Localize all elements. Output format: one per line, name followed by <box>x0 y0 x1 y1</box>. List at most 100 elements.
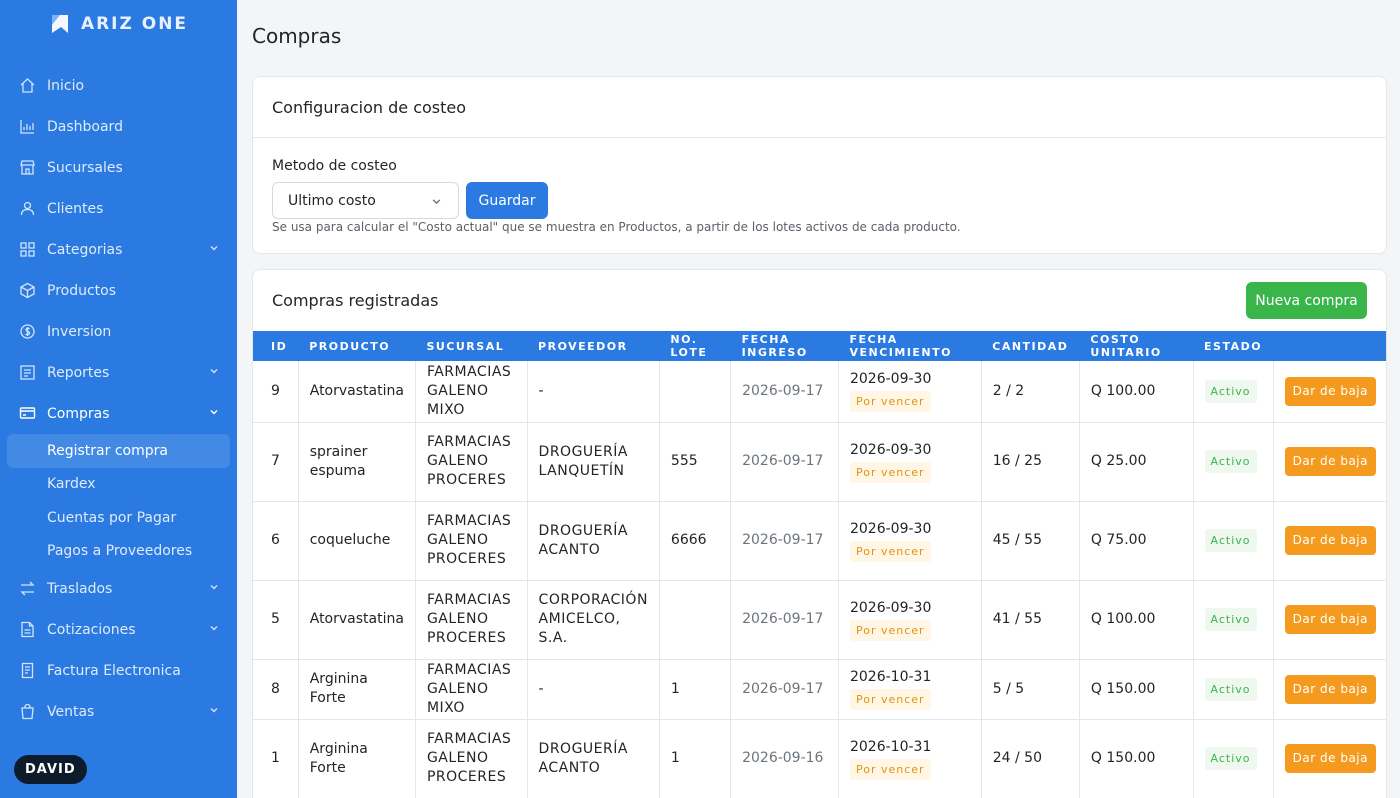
chevron-down-icon <box>210 708 218 713</box>
cell-cantidad: 41 / 55 <box>981 580 1080 660</box>
column-header[interactable]: PRODUCTO <box>298 331 416 361</box>
column-header[interactable]: ESTADO <box>1193 331 1274 361</box>
dar-de-baja-button[interactable]: Dar de baja <box>1284 674 1376 704</box>
submenu-registrar-compra[interactable]: Registrar compra <box>7 434 230 468</box>
column-header[interactable]: NO. LOTE <box>659 331 731 361</box>
cell-accion: Dar de baja <box>1273 501 1386 581</box>
sidebar-item-label: Cotizaciones <box>47 621 136 638</box>
dar-de-baja-button[interactable]: Dar de baja <box>1284 526 1376 555</box>
cell-fecha-vencimiento: 2026-09-30 Por vencer <box>838 361 982 423</box>
expiry-date: 2026-10-31 <box>849 738 932 755</box>
cell-accion: Dar de baja <box>1273 659 1386 720</box>
sidebar-item-label: Sucursales <box>47 159 123 176</box>
chevron-down-icon <box>210 585 218 590</box>
save-button[interactable]: Guardar <box>466 182 548 219</box>
table-row: 5 Atorvastatina FARMACIAS GALENO PROCERES C… <box>253 580 1386 660</box>
cell-costo-unitario: Q 150.00 <box>1079 659 1194 720</box>
cell-lote <box>659 580 732 660</box>
sidebar-item-label: Clientes <box>47 200 104 217</box>
page-title: Compras <box>252 24 342 48</box>
cell-id: 5 <box>253 580 299 660</box>
brand-logo-icon <box>51 15 68 33</box>
costing-help-text: Se usa para calcular el "Costo actual" q… <box>272 220 961 234</box>
sidebar-item-label: Traslados <box>47 580 113 597</box>
purchases-card: Compras registradas Nueva compra ID PROD… <box>252 269 1387 798</box>
cell-id: 8 <box>253 659 299 720</box>
costing-method-label: Metodo de costeo <box>272 158 397 174</box>
status-badge: Activo <box>1204 677 1257 701</box>
purchases-table: ID PRODUCTO SUCURSAL PROVEEDOR NO. LOTE … <box>253 331 1386 798</box>
home-icon <box>18 77 36 95</box>
costing-method-select[interactable]: Ultimo costo <box>272 182 459 219</box>
dar-de-baja-button[interactable]: Dar de baja <box>1284 605 1376 634</box>
dar-de-baja-button[interactable]: Dar de baja <box>1284 376 1376 406</box>
column-header[interactable]: FECHA VENCIMIENTO <box>838 331 982 361</box>
column-header[interactable]: FECHA INGRESO <box>730 331 839 361</box>
cell-fecha-ingreso: 2026-09-16 <box>730 719 839 798</box>
cell-fecha-ingreso: 2026-09-17 <box>730 659 839 720</box>
sidebar-item-cotizaciones[interactable]: Cotizaciones <box>0 609 237 650</box>
cell-proveedor: CORPORACIÓN AMICELCO, S.A. <box>527 580 660 660</box>
dar-de-baja-button[interactable]: Dar de baja <box>1284 744 1376 773</box>
sidebar-item-inicio[interactable]: Inicio <box>0 65 237 106</box>
cell-sucursal: FARMACIAS GALENO PROCERES <box>415 719 528 798</box>
sidebar-item-label: Inversion <box>47 323 112 340</box>
box-icon <box>18 282 36 300</box>
submenu-kardex[interactable]: Kardex <box>47 476 96 493</box>
expiry-date: 2026-09-30 <box>849 599 932 616</box>
chevron-down-icon <box>210 410 218 415</box>
cell-costo-unitario: Q 25.00 <box>1079 422 1194 502</box>
cell-id: 6 <box>253 501 299 581</box>
cell-estado: Activo <box>1193 422 1274 502</box>
submenu-pagos-proveedores[interactable]: Pagos a Proveedores <box>47 543 193 560</box>
sidebar-item-inversion[interactable]: Inversion <box>0 311 237 352</box>
store-icon <box>18 159 36 177</box>
brand-name: ARIZ ONE <box>80 14 189 34</box>
submenu-cuentas-por-pagar[interactable]: Cuentas por Pagar <box>47 509 177 526</box>
compras-submenu: Registrar compra Kardex Cuentas por Paga… <box>0 434 237 568</box>
sidebar-item-categorias[interactable]: Categorias <box>0 229 237 270</box>
sidebar-item-productos[interactable]: Productos <box>0 270 237 311</box>
new-purchase-button[interactable]: Nueva compra <box>1246 282 1367 319</box>
sidebar-item-dashboard[interactable]: Dashboard <box>0 106 237 147</box>
cell-fecha-ingreso: 2026-09-17 <box>730 501 839 581</box>
sidebar-item-sucursales[interactable]: Sucursales <box>0 147 237 188</box>
table-row: 1 Arginina Forte FARMACIAS GALENO PROCERES… <box>253 719 1386 798</box>
status-badge: Activo <box>1204 608 1257 631</box>
cart-icon <box>18 405 36 423</box>
status-badge: Activo <box>1204 450 1257 473</box>
bag-icon <box>18 703 36 721</box>
sidebar-item-compras[interactable]: Compras <box>0 393 237 434</box>
column-header[interactable]: COSTO UNITARIO <box>1079 331 1194 361</box>
chevron-down-icon <box>210 369 218 374</box>
invoice-icon <box>18 662 36 680</box>
column-header[interactable]: CANTIDAD <box>981 331 1080 361</box>
user-badge[interactable]: DAVID <box>14 755 87 784</box>
cell-estado: Activo <box>1193 361 1274 423</box>
expiry-status-badge: Por vencer <box>849 758 931 780</box>
column-header[interactable]: SUCURSAL <box>415 331 528 361</box>
cell-lote: 6666 <box>659 501 732 581</box>
sidebar-item-factura-electronica[interactable]: Factura Electronica <box>0 650 237 691</box>
status-badge: Activo <box>1204 379 1257 403</box>
cell-lote: 1 <box>659 719 732 798</box>
sidebar-item-reportes[interactable]: Reportes <box>0 352 237 393</box>
sidebar-item-ventas[interactable]: Ventas <box>0 691 237 732</box>
coin-icon <box>18 323 36 341</box>
sidebar: ARIZ ONE Inicio Dashboard Sucursales Cli… <box>0 0 237 798</box>
expiry-status-badge: Por vencer <box>849 391 931 413</box>
cell-accion: Dar de baja <box>1273 422 1386 502</box>
cell-sucursal: FARMACIAS GALENO MIXO <box>415 361 528 423</box>
sidebar-item-clientes[interactable]: Clientes <box>0 188 237 229</box>
sidebar-item-traslados[interactable]: Traslados <box>0 568 237 609</box>
expiry-date: 2026-09-30 <box>849 520 932 537</box>
column-header[interactable]: ID <box>253 331 299 361</box>
document-icon <box>18 621 36 639</box>
expiry-status-badge: Por vencer <box>849 689 931 710</box>
column-header[interactable]: PROVEEDOR <box>527 331 660 361</box>
brand[interactable]: ARIZ ONE <box>0 0 237 48</box>
cell-sucursal: FARMACIAS GALENO PROCERES <box>415 580 528 660</box>
dar-de-baja-button[interactable]: Dar de baja <box>1284 447 1376 476</box>
expiry-date: 2026-09-30 <box>849 441 932 458</box>
status-badge: Activo <box>1204 747 1257 770</box>
